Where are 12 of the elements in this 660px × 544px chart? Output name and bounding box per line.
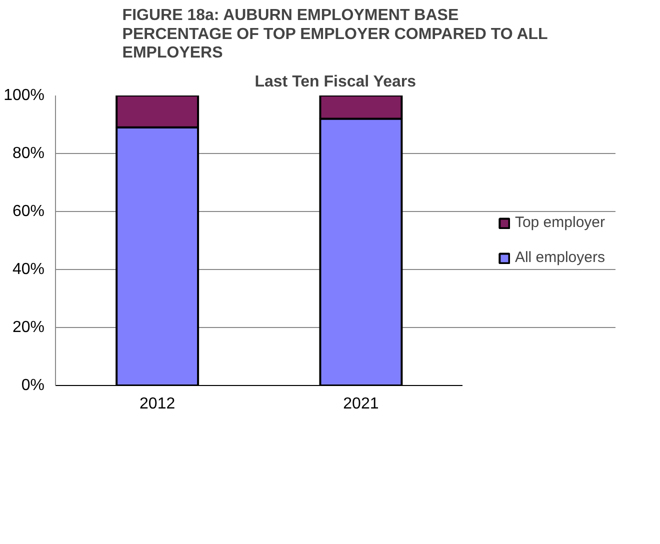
legend-label: Top employer	[514, 214, 605, 231]
y-tick-label: 100%	[4, 87, 44, 104]
y-tick-label: 20%	[12, 319, 45, 336]
x-tick-label: 2012	[140, 396, 176, 412]
chart-title: FIGURE 18a: AUBURN EMPLOYMENT BASE PERCENTAGE OF TOP EMPLOYER COMPARED TO ALL EMPLOYERS	[122, 7, 548, 62]
y-tick-label: 0%	[21, 377, 44, 394]
y-tick-label: 80%	[12, 145, 45, 162]
y-tick-label: 60%	[12, 203, 45, 220]
chart-subtitle: Last Ten Fiscal Years	[254, 74, 416, 90]
x-tick-label: 2021	[343, 396, 379, 412]
y-tick-label: 40%	[12, 261, 45, 278]
legend-label: All employers	[514, 249, 605, 266]
